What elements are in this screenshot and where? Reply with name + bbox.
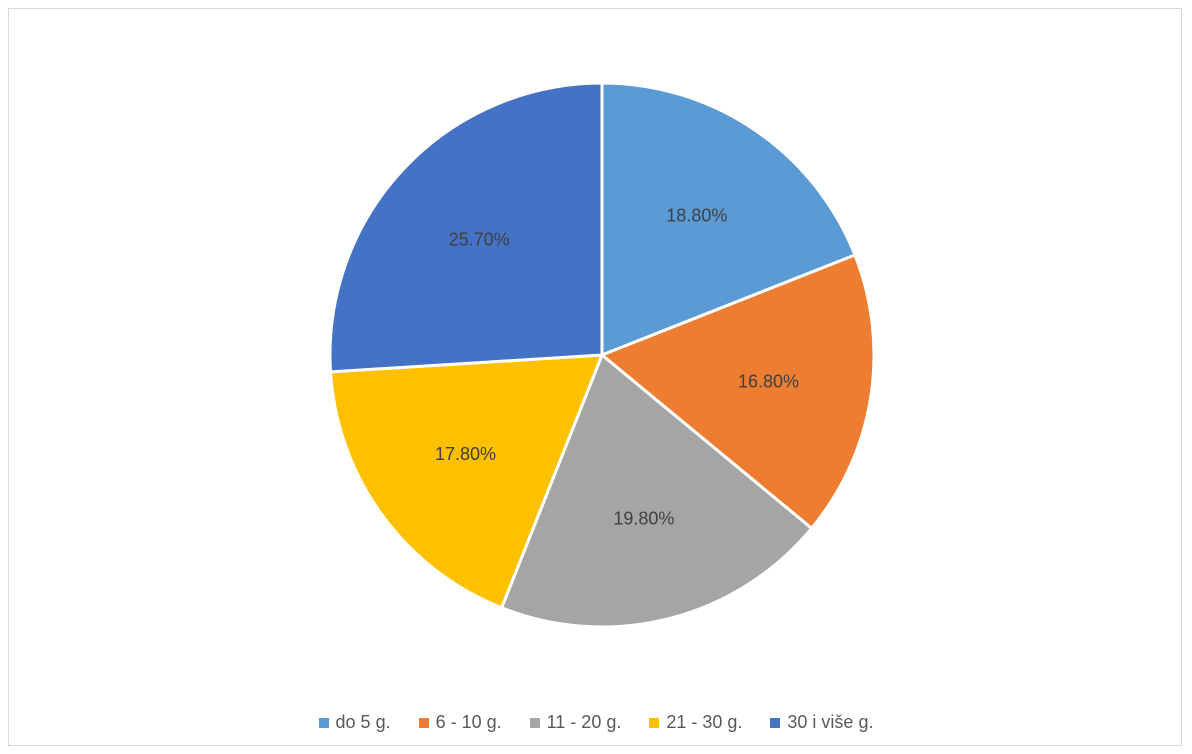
pie-slice-3	[500, 353, 814, 629]
pie-slice-2	[600, 253, 876, 530]
legend-label: 30 i više g.	[787, 712, 874, 732]
data-label-5: 25.70%	[449, 230, 510, 250]
pie-slice-5	[328, 81, 604, 374]
data-label-2: 16.80%	[738, 371, 799, 391]
legend-item-2: 6 - 10 g.	[418, 712, 502, 733]
pie-slice-1	[600, 81, 857, 357]
legend-swatch	[770, 717, 781, 728]
legend-item-5: 30 i više g.	[770, 712, 873, 733]
data-label-4: 17.80%	[435, 444, 496, 464]
data-label-1: 18.80%	[666, 206, 727, 226]
legend-label: 11 - 20 g.	[546, 712, 622, 732]
data-label-3: 19.80%	[613, 508, 674, 528]
legend-item-4: 21 - 30 g.	[649, 712, 742, 733]
legend-swatch	[418, 717, 429, 728]
legend-item-1: do 5 g.	[318, 712, 391, 733]
legend-item-3: 11 - 20 g.	[529, 712, 622, 733]
legend-swatch	[649, 717, 660, 728]
legend-label: do 5 g.	[335, 712, 391, 732]
legend-label: 6 - 10 g.	[435, 712, 502, 732]
pie-slice-4	[329, 353, 604, 610]
legend-swatch	[318, 717, 329, 728]
data-labels: 18.80% 16.80% 19.80% 17.80% 25.70%	[435, 206, 799, 529]
legend: do 5 g. 6 - 10 g. 11 - 20 g. 21 - 30 g. 30 i…	[0, 712, 1192, 733]
pie-slices	[328, 81, 876, 629]
legend-label: 21 - 30 g.	[666, 712, 743, 732]
legend-swatch	[529, 717, 540, 728]
